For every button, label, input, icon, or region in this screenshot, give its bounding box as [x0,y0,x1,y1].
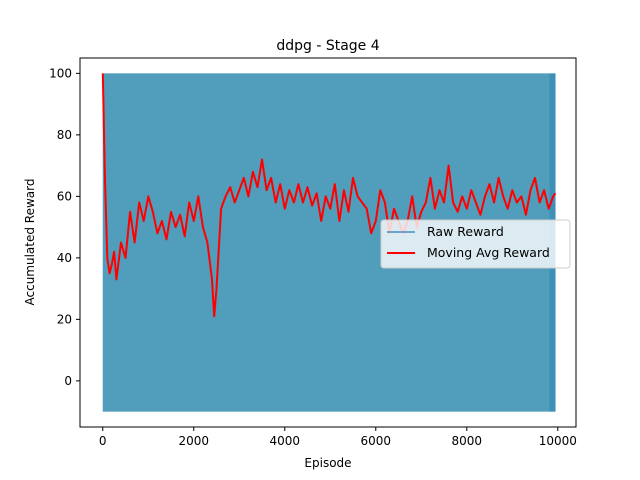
y-tick-label: 60 [57,189,72,203]
y-axis: 0 20 40 60 80 100 [49,66,80,388]
x-axis-label: Episode [304,456,351,470]
moving-avg-reward-line [101,73,557,318]
x-tick-label: 10000 [539,434,577,448]
x-tick-label: 0 [99,434,107,448]
x-axis: 0 2000 4000 6000 8000 10000 [99,427,577,448]
y-tick-label: 40 [57,251,72,265]
x-tick-label: 2000 [178,434,209,448]
axes-frame [79,57,577,428]
y-tick-label: 0 [64,374,72,388]
legend: Raw Reward Moving Avg Reward [380,219,571,269]
y-tick-label: 20 [57,312,72,326]
x-tick-label: 6000 [361,434,392,448]
x-tick-label: 8000 [452,434,483,448]
chart-title: ddpg - Stage 4 [276,38,379,54]
y-axis-label: Accumulated Reward [23,179,37,306]
y-tick-label: 100 [49,66,72,80]
legend-raw-reward-label: Raw Reward [427,224,504,239]
x-tick-label: 4000 [269,434,300,448]
legend-moving-avg-label: Moving Avg Reward [427,245,550,260]
legend-box [380,219,571,269]
y-tick-label: 80 [57,128,72,142]
